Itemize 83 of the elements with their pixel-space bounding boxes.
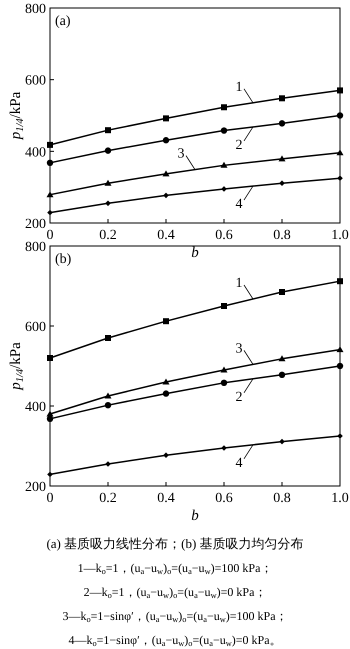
point [220, 162, 228, 168]
point [163, 192, 169, 198]
legend-label: 3 [178, 146, 184, 162]
point [46, 160, 54, 166]
y-tick-label: 200 [25, 217, 46, 232]
series-label: 2 [236, 138, 242, 153]
point [336, 112, 344, 119]
point [337, 87, 343, 94]
point [47, 142, 53, 148]
point [337, 278, 343, 284]
point [104, 402, 112, 408]
point [336, 346, 344, 352]
text: 3—k$_{o}$=1−sinφ′，(u$_{a}$−u$_{w}$)$_{o}$=(u$_{a}$−u$_{w}$)=100 kPa； [62, 609, 288, 624]
point [220, 366, 228, 372]
x-tick-label: 0.8 [273, 228, 291, 243]
point [279, 438, 285, 444]
series-label: 4 [236, 456, 242, 471]
x-tick-label: 0.6 [215, 228, 233, 243]
point [220, 380, 228, 386]
y-tick-label: 400 [25, 145, 46, 160]
text: 1—k$_{o}$=1，(u$_{a}$−u$_{w}$)$_{o}$=(u$_{a}$−u$_{w}$)=100 kPa； [78, 561, 272, 576]
x-tick-label: 0 [46, 491, 54, 506]
y-tick-label: 800 [25, 2, 46, 17]
point [163, 318, 169, 324]
x-axis-title: b [191, 245, 200, 261]
series-label: 4 [236, 197, 242, 212]
text: (a) 基质吸力线性分布；(b) 基质吸力均匀分布 [46, 536, 304, 551]
point [279, 289, 285, 295]
point [278, 155, 286, 162]
point [163, 452, 169, 458]
point [46, 410, 54, 416]
point [221, 104, 227, 110]
y-tick-label: 800 [25, 240, 46, 255]
point [162, 378, 170, 384]
legend-label: 1 [236, 276, 242, 291]
y-tick-label: 600 [25, 74, 46, 89]
point [105, 335, 111, 341]
point [47, 472, 53, 478]
x-tick-label: 0.8 [273, 491, 291, 506]
x-tick-label: 0.6 [215, 491, 233, 506]
point [336, 149, 344, 156]
x-tick-label: 0 [46, 228, 54, 243]
y-tick-label: 200 [25, 480, 46, 495]
point [337, 433, 343, 439]
point [47, 210, 53, 216]
point [105, 200, 111, 206]
y-tick-label: 400 [25, 400, 46, 415]
x-tick-label: 1.0 [331, 228, 349, 243]
point [104, 392, 112, 398]
point [105, 127, 111, 134]
x-tick-label: 0.2 [99, 491, 117, 506]
x-axis-title: b [191, 508, 200, 524]
chart-title: (b) [55, 252, 72, 267]
point [221, 186, 227, 192]
text: 2—k$_{o}$=1，(u$_{a}$−u$_{w}$)$_{o}$=(u$_{a}$−u$_{w}$)=0 kPa； [84, 585, 266, 600]
point [46, 191, 54, 198]
series-label: 2 [236, 390, 242, 405]
point [104, 180, 112, 186]
point [104, 147, 112, 154]
point [162, 170, 170, 176]
legend-label: 1 [236, 80, 242, 95]
point [278, 372, 286, 378]
point [278, 355, 286, 362]
text: 4—k$_{o}$=1−sinφ′，(u$_{a}$−u$_{w}$)$_{o}$=(u$_{a}$−u$_{w}$)=0 kPa。 [68, 633, 282, 648]
point [163, 115, 169, 122]
point [105, 461, 111, 467]
x-tick-label: 1.0 [331, 491, 349, 506]
point [278, 120, 286, 127]
y-tick-label: 600 [25, 320, 46, 335]
x-tick-label: 0.4 [157, 228, 175, 243]
x-tick-label: 0.2 [99, 228, 117, 243]
point [221, 303, 227, 309]
point [47, 355, 53, 361]
point [162, 390, 170, 397]
point [336, 362, 344, 370]
point [220, 127, 228, 134]
legend-label: 3 [236, 341, 242, 356]
point [279, 95, 285, 102]
point [162, 137, 170, 144]
x-tick-label: 0.4 [157, 491, 175, 506]
point [279, 180, 285, 186]
chart-title: (a) [55, 14, 71, 29]
point [221, 445, 227, 451]
